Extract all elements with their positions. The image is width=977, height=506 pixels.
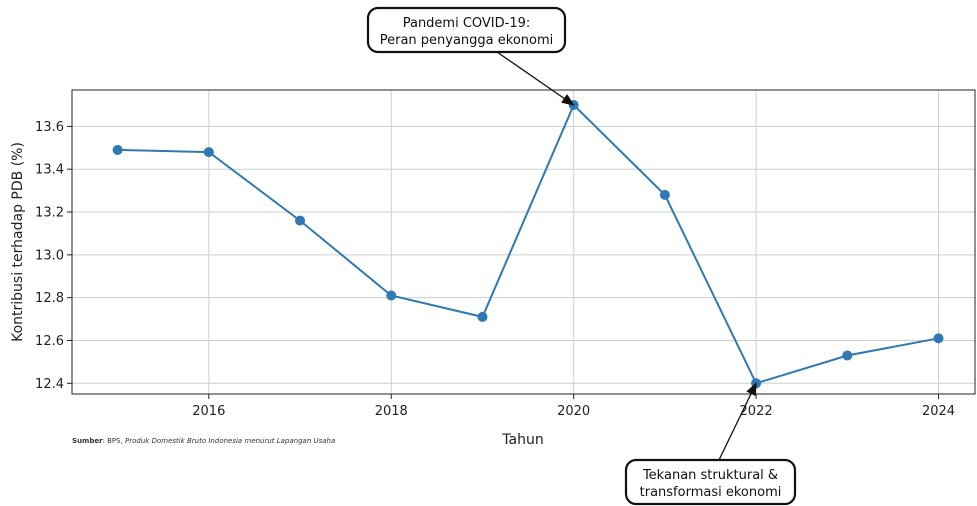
source-note: Sumber: BPS, Produk Domestik Bruto Indon… bbox=[72, 437, 335, 445]
annotation-arrow bbox=[496, 51, 575, 106]
data-series bbox=[112, 99, 944, 389]
source-label: Sumber bbox=[72, 437, 103, 445]
data-point bbox=[295, 215, 306, 226]
data-point bbox=[112, 144, 123, 155]
data-point bbox=[203, 147, 214, 158]
y-axis-label: Kontribusi terhadap PDB (%) bbox=[10, 142, 26, 342]
series-line bbox=[117, 103, 939, 385]
y-tick-label: 13.4 bbox=[35, 163, 64, 178]
y-tick-label: 13.6 bbox=[35, 120, 64, 135]
data-point bbox=[659, 189, 670, 200]
axis-ticks: 2016 2018 2020 2022 2024 12.4 12.6 12.8 13.0 13.2… bbox=[35, 120, 955, 419]
x-tick-label: 2022 bbox=[740, 404, 773, 419]
annotation-text: Tekanan struktural & bbox=[642, 468, 778, 483]
annotation-text: Pandemi COVID-19: bbox=[403, 16, 531, 31]
data-point bbox=[477, 311, 488, 322]
x-tick-label: 2024 bbox=[922, 404, 955, 419]
y-tick-label: 12.8 bbox=[35, 291, 64, 306]
data-point bbox=[842, 350, 853, 361]
x-axis-label: Tahun bbox=[501, 432, 543, 448]
x-tick-label: 2020 bbox=[557, 404, 590, 419]
plot-frame bbox=[71, 89, 976, 395]
annotations: Pandemi COVID-19: Peran penyangga ekonomi… bbox=[366, 6, 797, 506]
x-tick-label: 2018 bbox=[375, 404, 408, 419]
y-tick-label: 13.0 bbox=[35, 248, 64, 263]
source-title: Produk Domestik Bruto Indonesia menurut … bbox=[125, 437, 335, 445]
data-point bbox=[933, 333, 944, 344]
annotation-text: transformasi ekonomi bbox=[640, 485, 782, 500]
data-point bbox=[386, 290, 397, 301]
annotation-text: Peran penyangga ekonomi bbox=[380, 33, 554, 48]
annotation-box bbox=[624, 458, 797, 506]
y-tick-label: 13.2 bbox=[35, 206, 64, 221]
annotation-box bbox=[366, 6, 567, 54]
y-tick-label: 12.4 bbox=[35, 377, 64, 392]
y-tick-label: 12.6 bbox=[35, 334, 64, 349]
grid-lines bbox=[72, 90, 975, 394]
x-tick-label: 2016 bbox=[192, 404, 225, 419]
annotation-arrow bbox=[718, 382, 757, 461]
source-text: : BPS, bbox=[103, 437, 126, 445]
